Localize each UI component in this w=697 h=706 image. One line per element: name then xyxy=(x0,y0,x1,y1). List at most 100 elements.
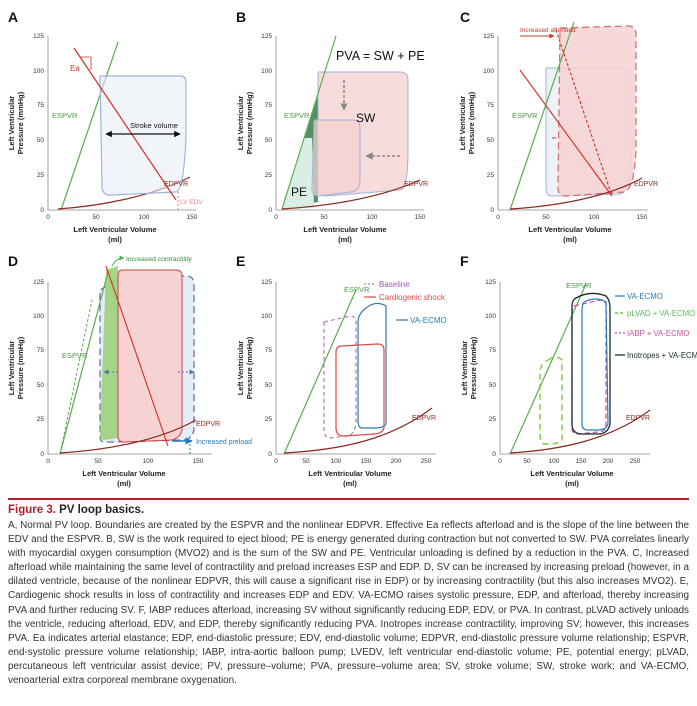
baseline-loop xyxy=(323,315,357,439)
increased-contractility-area xyxy=(100,266,118,440)
y-axis-unit: Pressure (mmHg) xyxy=(16,336,25,399)
y-tick: 100 xyxy=(33,68,44,75)
ea-label: Ea xyxy=(70,64,80,73)
x-tick: 50 xyxy=(94,458,102,465)
x-axis-label: Left Ventricular Volume xyxy=(308,469,391,478)
x-axis-label: Left Ventricular Volume xyxy=(73,225,156,234)
y-axis-unit: Pressure (mmHg) xyxy=(467,91,476,154)
iabp-ecmo-loop xyxy=(571,299,607,435)
x-tick: 0 xyxy=(274,458,278,465)
y-tick: 25 xyxy=(265,172,273,179)
ea-line xyxy=(105,265,169,447)
y-tick: 75 xyxy=(489,347,497,354)
y-tick: 125 xyxy=(261,33,272,40)
y-tick: 100 xyxy=(33,313,44,320)
edpvr-curve xyxy=(281,179,421,210)
y-tick: 75 xyxy=(265,347,273,354)
x-tick: 150 xyxy=(193,458,204,465)
panel-c: C 0 25 50 75 100 125 0 50 100 150 Left V… xyxy=(458,9,658,244)
x-tick: 150 xyxy=(576,458,587,465)
x-tick: 200 xyxy=(603,458,614,465)
y-tick: 100 xyxy=(485,313,496,320)
x-tick: 150 xyxy=(361,458,372,465)
edpvr-label: EDPVR xyxy=(626,415,650,422)
x-tick: 0 xyxy=(498,458,502,465)
espvr-line xyxy=(283,289,357,455)
caption-figure-label: Figure 3. xyxy=(8,504,56,516)
pva-equation: PVA = SW + PE xyxy=(336,49,425,63)
y-tick: 25 xyxy=(37,172,45,179)
y-tick: 25 xyxy=(265,416,273,423)
panel-a: A 0 25 50 75 100 125 0 50 100 150 Left V… xyxy=(7,9,203,244)
edpvr-label: EDPVR xyxy=(404,181,428,188)
y-tick: 75 xyxy=(487,102,495,109)
panel-b: B 0 25 50 75 100 125 0 50 100 150 Left V… xyxy=(236,9,428,244)
espvr-line xyxy=(59,271,109,455)
x-tick: 250 xyxy=(421,458,432,465)
y-axis-unit: Pressure (mmHg) xyxy=(245,91,254,154)
y-axis-unit: Pressure (mmHg) xyxy=(469,336,478,399)
legend-inotropes: Inotropes + VA-ECMO xyxy=(627,351,697,360)
espvr-label: ESPVR xyxy=(512,111,538,120)
y-axis-label: Left Ventricular xyxy=(236,341,245,396)
x-axis-unit: (ml) xyxy=(343,479,357,488)
panel-label-f: F xyxy=(460,253,469,269)
y-tick: 0 xyxy=(490,207,494,214)
contractility-label: Increased contractility xyxy=(126,256,192,263)
y-tick: 0 xyxy=(268,451,272,458)
ea-line xyxy=(73,47,177,201)
x-tick: 100 xyxy=(549,458,560,465)
panel-e: E 0 25 50 75 100 125 0 50 100 150 200 25… xyxy=(236,253,447,488)
va-ecmo-loop xyxy=(357,302,387,429)
espvr-line xyxy=(509,21,575,211)
x-tick: 250 xyxy=(630,458,641,465)
va-ecmo-loop xyxy=(581,298,609,431)
y-tick: 100 xyxy=(261,68,272,75)
espvr-label: ESPVR xyxy=(284,111,310,120)
figure-panels: A 0 25 50 75 100 125 0 50 100 150 Left V… xyxy=(7,9,697,488)
y-tick: 0 xyxy=(268,207,272,214)
x-axis-unit: (ml) xyxy=(108,235,122,244)
x-axis-unit: (ml) xyxy=(338,235,352,244)
x-tick: 100 xyxy=(331,458,342,465)
x-tick: 0 xyxy=(496,214,500,221)
y-tick: 100 xyxy=(261,313,272,320)
ea-line-baseline xyxy=(519,69,613,197)
y-tick: 0 xyxy=(40,207,44,214)
y-tick: 0 xyxy=(492,451,496,458)
y-axis-label: Left Ventricular xyxy=(458,96,467,151)
y-tick: 125 xyxy=(485,279,496,286)
x-axis-unit: (ml) xyxy=(117,479,131,488)
edpvr-curve xyxy=(283,407,433,454)
pv-loop xyxy=(99,75,187,196)
caption-title-text: PV loop basics. xyxy=(59,504,145,516)
panel-label-a: A xyxy=(8,9,18,25)
espvr-label: ESPVR xyxy=(52,111,78,120)
baseline-loop xyxy=(117,269,183,443)
espvr-line-baseline xyxy=(59,299,93,455)
x-tick: 200 xyxy=(391,458,402,465)
x-tick: 100 xyxy=(367,214,378,221)
x-axis-label: Left Ventricular Volume xyxy=(530,469,613,478)
panel-label-b: B xyxy=(236,9,246,25)
stroke-volume-label: Stroke volume xyxy=(130,121,178,130)
espvr-label: ESPVR xyxy=(566,281,592,290)
x-tick: 150 xyxy=(415,214,426,221)
legend-iabp: IABP + VA-ECMO xyxy=(627,329,689,338)
legend-baseline: Baseline xyxy=(379,280,410,289)
y-tick: 75 xyxy=(37,102,45,109)
y-tick: 50 xyxy=(487,137,495,144)
ea-triangle xyxy=(80,56,92,70)
x-tick: 150 xyxy=(637,214,648,221)
sw-label: SW xyxy=(356,111,376,125)
x-tick: 100 xyxy=(143,458,154,465)
x-tick: 50 xyxy=(523,458,531,465)
y-axis-label: Left Ventricular xyxy=(7,96,16,151)
cardiogenic-shock-loop xyxy=(335,343,385,437)
y-axis-label: Left Ventricular xyxy=(7,341,16,396)
y-tick: 25 xyxy=(37,416,45,423)
y-tick: 25 xyxy=(489,416,497,423)
figure-caption: Figure 3. PV loop basics. A, Normal PV l… xyxy=(8,498,689,688)
espvr-label: ESPVR xyxy=(344,285,370,294)
x-tick: 100 xyxy=(589,214,600,221)
